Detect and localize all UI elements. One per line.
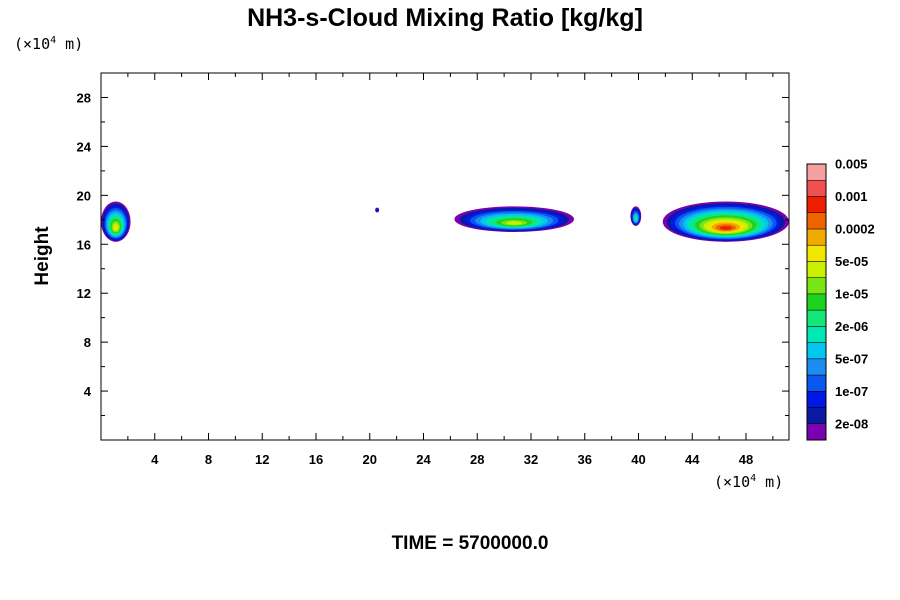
colorbar-swatch <box>806 228 827 246</box>
colorbar-label: 2e-06 <box>835 319 868 334</box>
y-axis-unit: (×104 m) <box>14 35 83 53</box>
y-tick-label: 4 <box>84 384 92 399</box>
colorbar-label: 0.0002 <box>835 221 875 236</box>
plot-frame <box>100 72 790 441</box>
colorbar-swatch <box>806 309 827 327</box>
y-tick-label: 8 <box>84 335 91 350</box>
y-tick-label: 28 <box>77 90 91 105</box>
colorbar-label: 0.001 <box>835 189 868 204</box>
x-tick-label: 44 <box>685 452 700 467</box>
x-tick-label: 8 <box>205 452 212 467</box>
cloud-contour <box>634 217 637 221</box>
colorbar-label: 2e-08 <box>835 416 868 431</box>
cloud-contour <box>114 225 118 231</box>
x-tick-label: 32 <box>524 452 538 467</box>
x-tick-label: 24 <box>416 452 431 467</box>
colorbar-swatch <box>806 277 827 295</box>
x-tick-label: 36 <box>578 452 592 467</box>
colorbar-swatch <box>806 423 827 441</box>
x-axis-ticks: 4 8 12 16 20 24 28 32 36 40 44 48 <box>127 73 774 467</box>
y-axis-ticks: 4 8 12 16 20 24 28 <box>77 90 789 417</box>
y-axis-label: Height <box>32 226 53 286</box>
x-tick-label: 28 <box>470 452 484 467</box>
x-tick-label: 16 <box>309 452 323 467</box>
cloud-contour <box>719 226 732 230</box>
colorbar-swatch <box>806 179 827 197</box>
colorbar-swatch <box>806 374 827 392</box>
x-tick-label: 20 <box>363 452 377 467</box>
colorbar-swatch <box>806 407 827 425</box>
x-tick-label: 40 <box>631 452 645 467</box>
colorbar-swatch <box>806 212 827 230</box>
colorbar-swatch <box>806 342 827 360</box>
x-axis-unit: (×104 m) <box>714 473 783 491</box>
colorbar-swatch <box>806 358 827 376</box>
y-tick-label: 20 <box>77 188 91 203</box>
cloud-contours <box>101 201 789 242</box>
colorbar-swatch <box>806 326 827 343</box>
time-label: TIME = 5700000.0 <box>392 533 549 554</box>
x-tick-label: 48 <box>739 452 753 467</box>
colorbar-swatch <box>806 163 827 181</box>
x-tick-label: 12 <box>255 452 269 467</box>
cloud-contour <box>376 209 379 212</box>
cloud-contour <box>506 221 523 225</box>
y-tick-label: 12 <box>77 286 91 301</box>
colorbar-label: 0.005 <box>835 157 868 172</box>
colorbar-label: 5e-05 <box>835 254 868 269</box>
cloud-group <box>101 201 789 242</box>
y-tick-label: 16 <box>77 237 91 252</box>
colorbar-frame <box>806 163 827 441</box>
colorbar-swatch <box>806 293 827 311</box>
chart-title: NH3-s-Cloud Mixing Ratio [kg/kg] <box>247 4 643 32</box>
colorbar-label: 5e-07 <box>835 351 868 366</box>
colorbar-swatch <box>806 244 827 262</box>
colorbar-swatch <box>806 391 827 408</box>
x-tick-label: 4 <box>151 452 159 467</box>
colorbar: 2e-08 1e-07 5e-07 2e-06 1e-05 5e-05 0.0002 0.00… <box>806 157 875 441</box>
colorbar-label: 1e-05 <box>835 286 868 301</box>
y-tick-label: 24 <box>77 139 92 154</box>
colorbar-swatch <box>806 196 827 213</box>
colorbar-swatch <box>806 261 827 278</box>
colorbar-label: 1e-07 <box>835 384 868 399</box>
